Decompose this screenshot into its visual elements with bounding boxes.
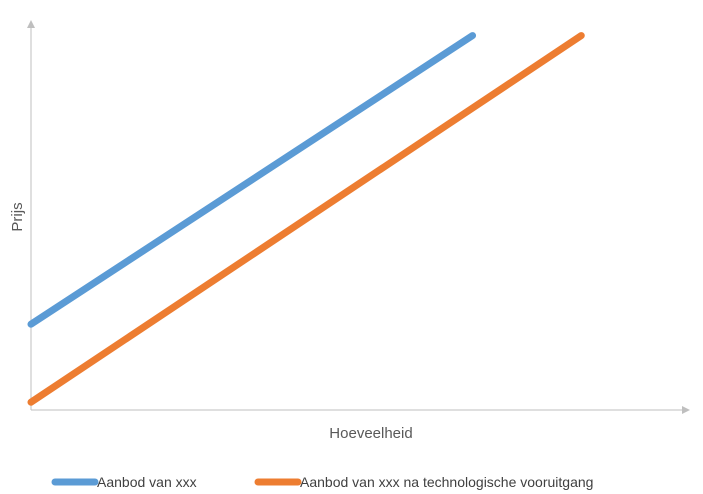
series-line-1 (27, 32, 477, 328)
series-lines (27, 32, 585, 406)
axes (27, 20, 690, 414)
series-line-2 (27, 32, 585, 406)
y-axis-title: Prijs (9, 202, 26, 231)
x-axis-arrow-icon (682, 406, 690, 414)
y-axis-arrow-icon (27, 20, 35, 28)
legend-label-2: Aanbod van xxx na technologische vooruit… (300, 474, 593, 490)
legend: Aanbod van xxx Aanbod van xxx na technolo… (51, 474, 593, 490)
legend-label-1: Aanbod van xxx (97, 474, 197, 490)
x-axis-title: Hoeveelheid (329, 425, 412, 442)
